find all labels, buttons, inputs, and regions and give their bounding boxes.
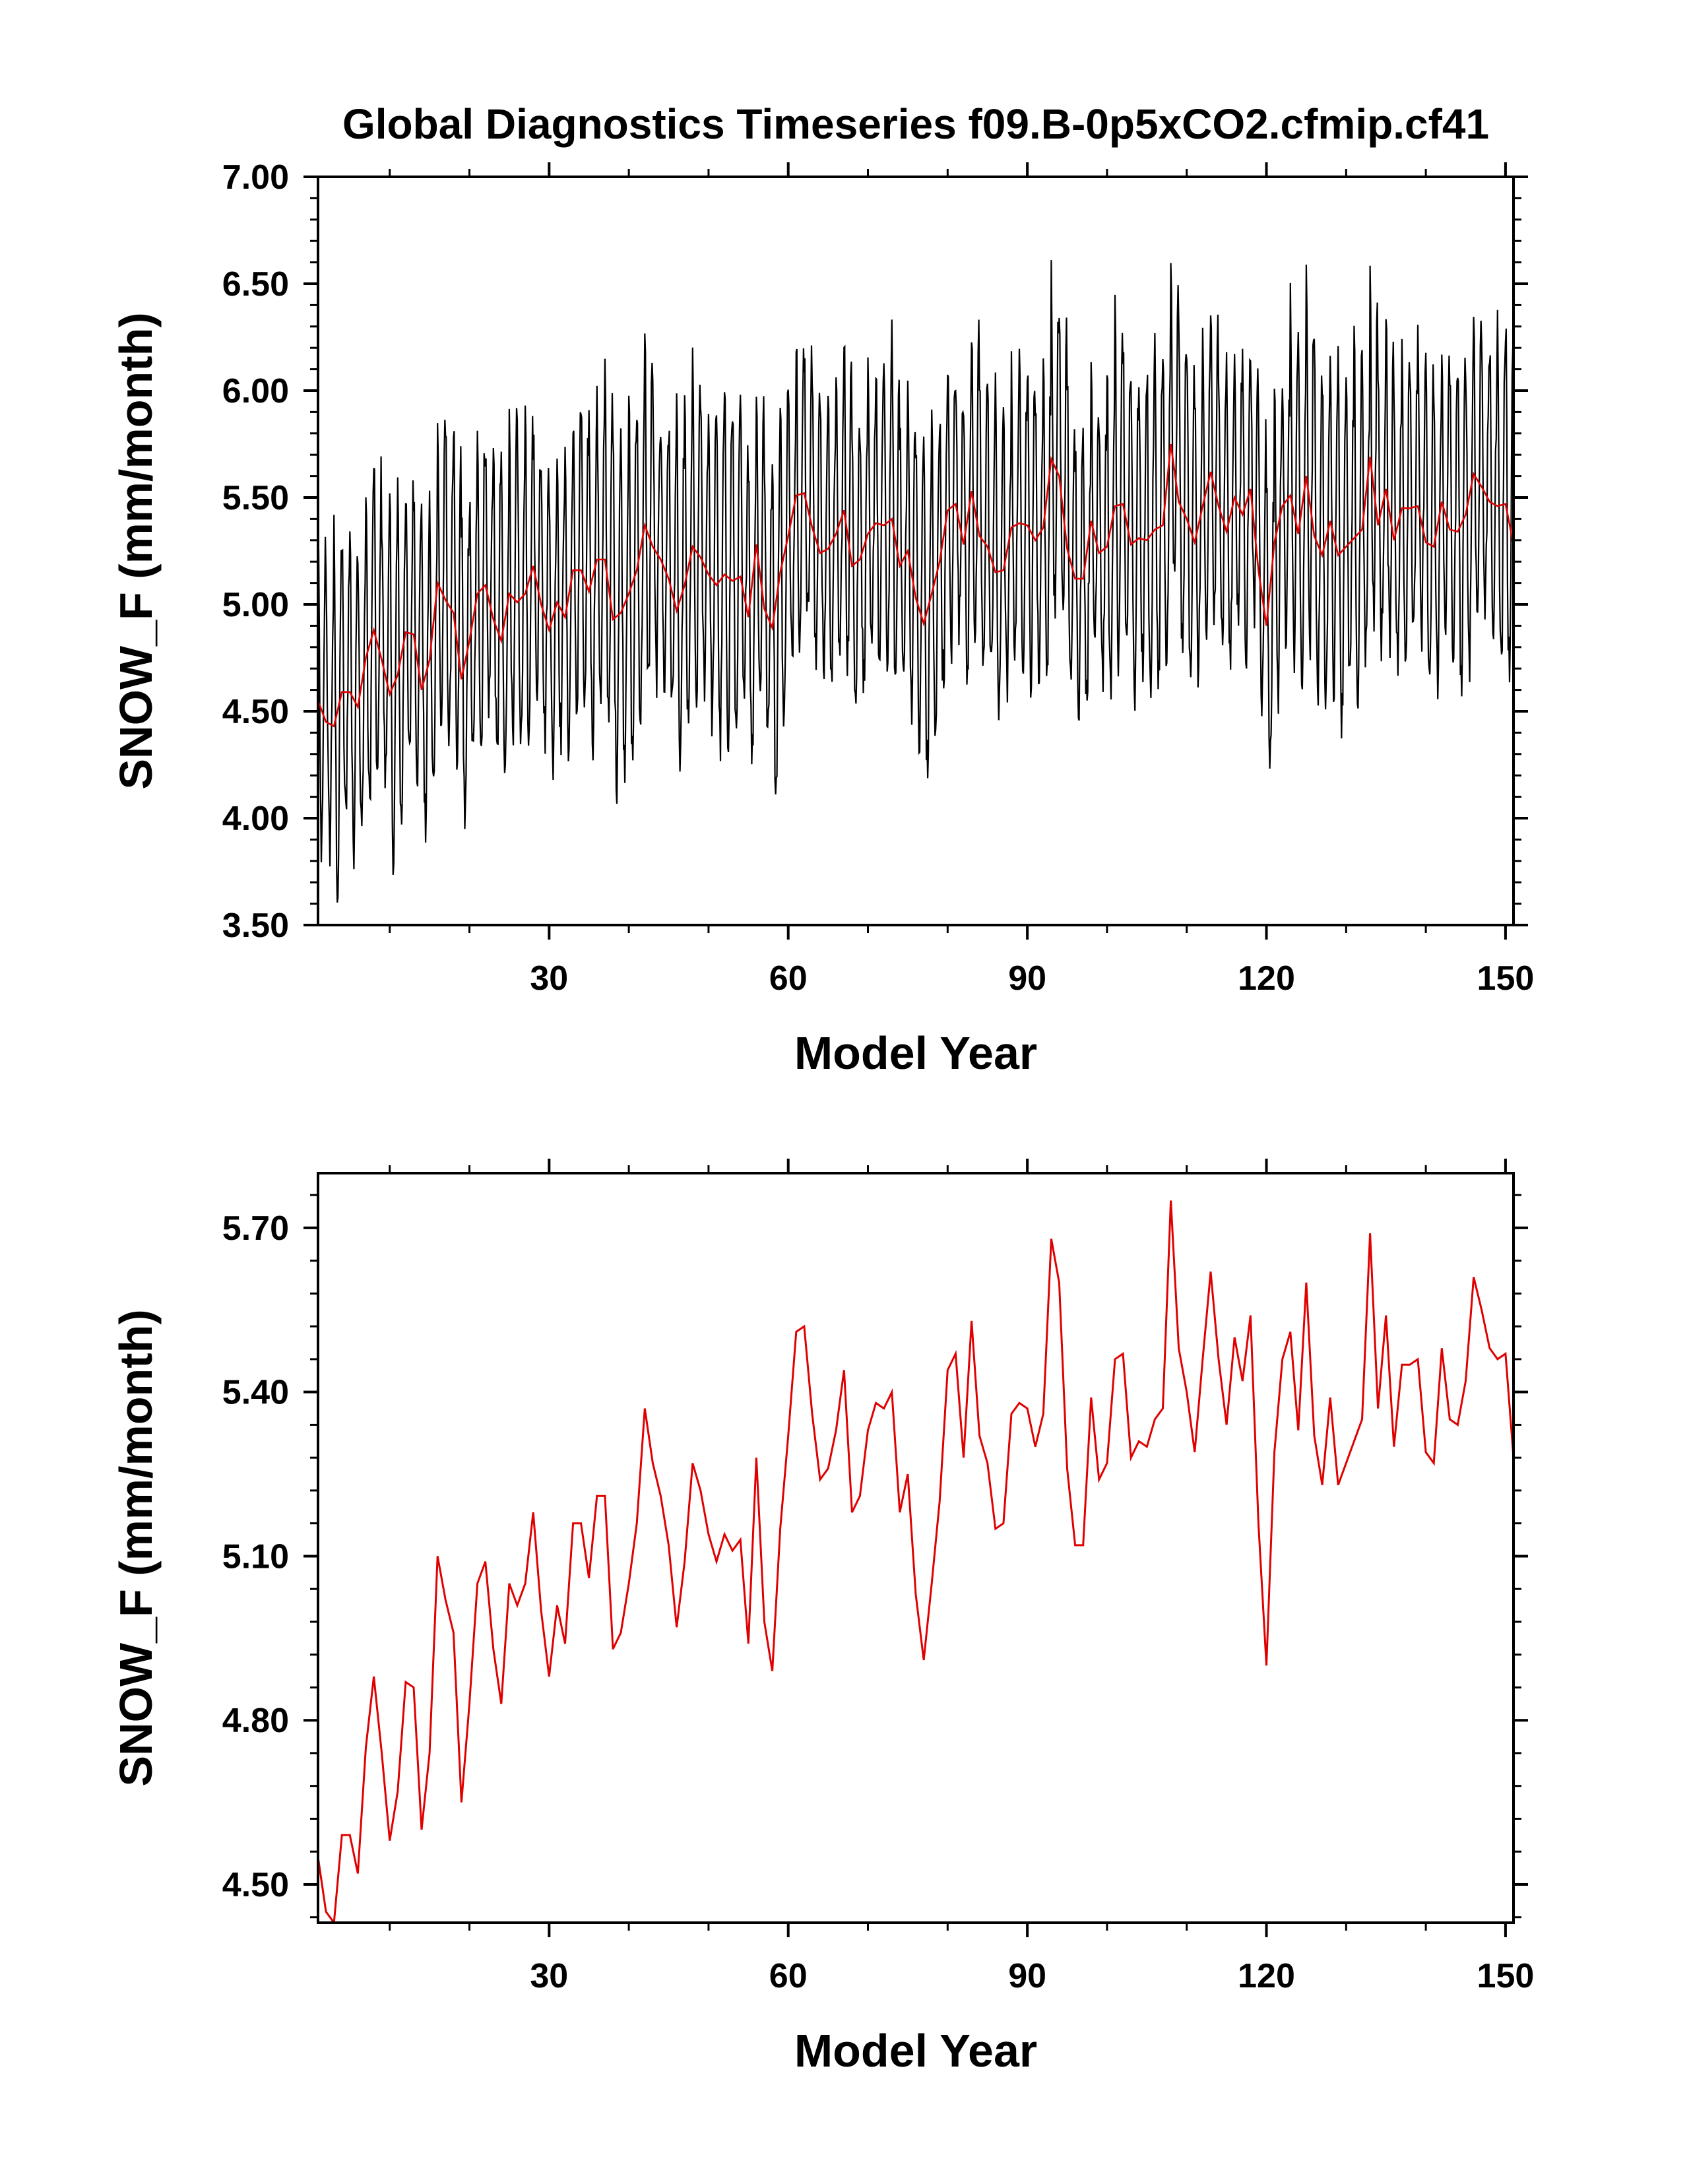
annual-series-line <box>318 443 1514 728</box>
bottom-y-axis-label: SNOW_F (mm/month) <box>110 1309 162 1786</box>
top-panel-frame <box>317 176 1515 926</box>
y-tick-label: 4.00 <box>222 800 289 838</box>
x-tick-label: 150 <box>1477 959 1535 998</box>
x-tick-label: 120 <box>1238 1957 1295 1995</box>
y-tick-label: 3.50 <box>222 907 289 945</box>
y-tick-label: 4.80 <box>222 1702 289 1740</box>
y-tick-label: 5.70 <box>222 1209 289 1248</box>
y-tick-label: 6.50 <box>222 265 289 304</box>
x-tick-label: 90 <box>1008 1957 1046 1995</box>
x-tick-label: 60 <box>769 1957 808 1995</box>
monthly-panel: 30 60 90 120 150 3.50 4.00 4.50 5.00 5.50 6.00 6.50… <box>110 158 1534 1079</box>
annual-series-group <box>318 1200 1514 1923</box>
x-tick-label: 30 <box>530 1957 568 1995</box>
bottom-panel-tick-labels: 30 60 90 120 150 4.50 4.80 5.10 5.40 5.70 <box>222 1209 1535 1995</box>
bottom-panel-ticks <box>303 1159 1528 1937</box>
monthly-series-line <box>318 260 1514 903</box>
annual-series-line <box>318 1200 1514 1923</box>
x-tick-label: 30 <box>530 959 568 998</box>
y-tick-label: 4.50 <box>222 693 289 731</box>
y-tick-label: 5.50 <box>222 479 289 517</box>
annual-panel: 30 60 90 120 150 4.50 4.80 5.10 5.40 5.70 Model Y… <box>110 1159 1534 2076</box>
top-x-axis-label: Model Year <box>794 1027 1037 1079</box>
top-panel-tick-labels: 30 60 90 120 150 3.50 4.00 4.50 5.00 5.50 6.00 6.50… <box>222 158 1535 998</box>
top-y-axis-label: SNOW_F (mm/month) <box>110 312 162 789</box>
x-tick-label: 120 <box>1238 959 1295 998</box>
bottom-panel-frame <box>317 1172 1515 1924</box>
y-tick-label: 4.50 <box>222 1866 289 1904</box>
monthly-series-group <box>318 260 1514 903</box>
x-tick-label: 90 <box>1008 959 1046 998</box>
x-tick-label: 150 <box>1477 1957 1535 1995</box>
bottom-x-axis-label: Model Year <box>794 2025 1037 2076</box>
chart-title: Global Diagnostics Timeseries f09.B-0p5x… <box>342 100 1489 148</box>
y-tick-label: 5.40 <box>222 1374 289 1412</box>
x-tick-label: 60 <box>769 959 808 998</box>
y-tick-label: 5.00 <box>222 586 289 624</box>
y-tick-label: 6.00 <box>222 372 289 410</box>
y-tick-label: 7.00 <box>222 158 289 197</box>
y-tick-label: 5.10 <box>222 1537 289 1576</box>
